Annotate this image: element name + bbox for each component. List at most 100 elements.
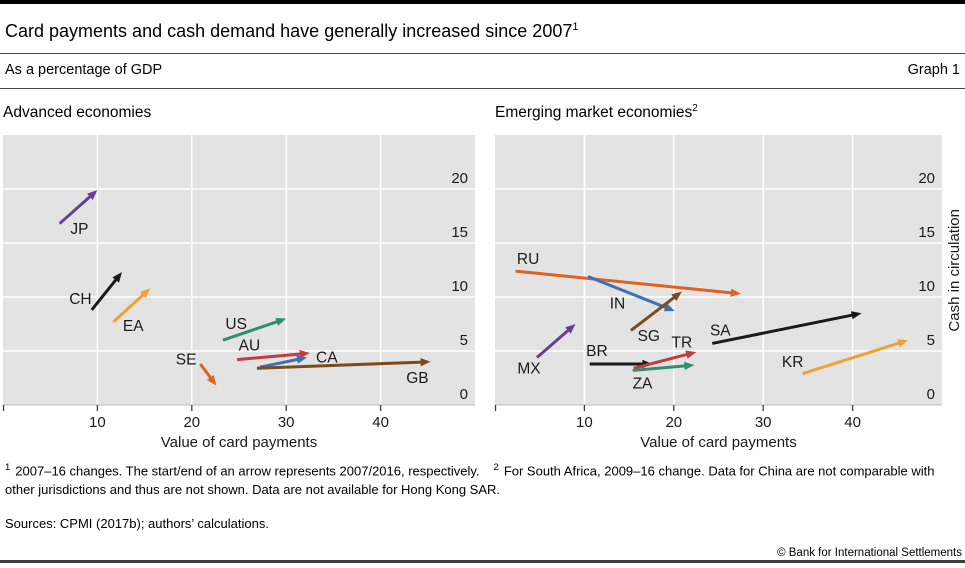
arrow-shaft-SE	[199, 363, 213, 381]
bottom-rule	[0, 560, 965, 563]
arrow-CA: CA	[259, 349, 338, 369]
x-axis-title: Value of card payments	[640, 434, 796, 451]
arrow-head-ZA	[684, 361, 695, 371]
arrow-ZA: ZA	[632, 361, 695, 392]
arrow-SG: SG	[629, 291, 682, 345]
panel-emerging-title-sup: 2	[692, 103, 698, 114]
x-tick-label-20: 20	[183, 414, 200, 431]
arrow-shaft-US	[222, 319, 280, 342]
top-rule	[0, 0, 965, 4]
country-label-AU: AU	[239, 338, 261, 355]
arrow-CH: CH	[69, 272, 122, 311]
subtitle-row: As a percentage of GDP Graph 1	[0, 54, 965, 88]
panel-advanced-economies: Advanced economies 10 20 30 40 0 5 10 15 20 Value…	[2, 103, 475, 453]
page-title-footnote-marker: 1	[572, 21, 579, 33]
arrow-GB: GB	[256, 357, 431, 387]
subtitle: As a percentage of GDP	[5, 62, 163, 78]
divider-subtitle	[0, 88, 965, 89]
arrow-shaft-TR	[633, 352, 689, 370]
footnote-2-marker: 2	[493, 462, 499, 473]
arrow-head-SA	[850, 311, 862, 320]
x-tick-label-10: 10	[576, 414, 593, 431]
arrow-AU: AU	[236, 338, 310, 362]
arrow-shaft-JP	[58, 194, 93, 225]
footnote-1-text: 2007–16 changes. The start/end of an arr…	[15, 463, 480, 479]
country-label-CA: CA	[316, 349, 338, 366]
country-label-US: US	[225, 316, 247, 333]
arrow-IN: IN	[587, 275, 675, 312]
arrow-head-EA	[140, 288, 151, 299]
arrow-shaft-CH	[90, 277, 119, 311]
x-tick-label-20: 20	[665, 414, 682, 431]
country-label-RU: RU	[517, 251, 539, 268]
emerging-economies-chart: 10 20 30 40 0 5 10 15 20 Value of card payments RU…	[494, 135, 942, 451]
country-label-SA: SA	[710, 322, 731, 339]
y-tick-label-0: 0	[927, 386, 935, 403]
arrow-head-AU	[299, 349, 310, 359]
arrow-head-CH	[112, 272, 122, 283]
country-label-SG: SG	[638, 328, 660, 345]
x-tick-label-30: 30	[278, 414, 295, 431]
country-label-CH: CH	[69, 291, 91, 308]
arrow-shaft-KR	[802, 341, 901, 376]
country-label-MX: MX	[517, 360, 541, 377]
arrow-shaft-EA	[112, 292, 146, 323]
country-label-TR: TR	[672, 334, 693, 351]
x-tick-label-40: 40	[372, 414, 389, 431]
arrow-head-TR	[685, 350, 697, 359]
arrow-head-IN	[663, 303, 675, 312]
arrow-shaft-AU	[236, 352, 302, 362]
y-tick-label-20: 20	[451, 170, 468, 187]
x-tick-label-10: 10	[89, 414, 106, 431]
arrow-TR: TR	[633, 334, 697, 370]
copyright-line: © Bank for International Settlements	[777, 547, 962, 560]
footnote-2-text: For South Africa, 2009–16 change. Data f…	[5, 463, 935, 497]
panel-advanced-title: Advanced economies	[3, 103, 475, 127]
country-label-IN: IN	[610, 295, 626, 312]
arrow-shaft-ZA	[632, 364, 687, 372]
arrow-head-RU	[730, 288, 741, 297]
arrow-head-GB	[420, 357, 431, 367]
y-tick-label-20: 20	[918, 170, 935, 187]
arrow-head-CA	[296, 355, 307, 364]
arrow-head-JP	[87, 190, 98, 200]
page-title-text: Card payments and cash demand have gener…	[5, 21, 573, 41]
arrow-head-MX	[565, 324, 576, 334]
arrow-RU: RU	[515, 251, 741, 297]
page-title: Card payments and cash demand have gener…	[5, 17, 960, 42]
x-tick-label-40: 40	[844, 414, 861, 431]
arrow-shaft-IN	[587, 275, 668, 310]
arrow-shaft-CA	[259, 357, 300, 369]
panel-emerging-title-text: Emerging market economies	[495, 104, 693, 122]
arrow-shaft-SA	[711, 313, 854, 345]
arrow-head-US	[275, 317, 287, 326]
divider-top	[0, 53, 965, 54]
arrow-shaft-MX	[536, 328, 571, 359]
arrow-US: US	[222, 316, 287, 342]
plot-background	[3, 135, 475, 405]
y-axis-title-wrap: Cash in circulation	[946, 135, 963, 405]
country-label-SE: SE	[176, 352, 197, 369]
y-tick-label-5: 5	[460, 332, 468, 349]
y-tick-label-15: 15	[451, 224, 468, 241]
y-axis-title: Cash in circulation	[946, 208, 963, 332]
y-tick-label-10: 10	[918, 278, 935, 295]
y-tick-label-15: 15	[918, 224, 935, 241]
graph-number-label: Graph 1	[907, 62, 960, 78]
panel-advanced-title-text: Advanced economies	[3, 104, 152, 122]
arrow-SA: SA	[710, 311, 862, 345]
arrow-shaft-SG	[629, 295, 677, 332]
arrow-BR: BR	[586, 343, 653, 369]
plot-background	[495, 135, 942, 405]
panel-emerging-title: Emerging market economies2	[495, 103, 942, 127]
sources-line: Sources: CPMI (2017b); authors’ calculat…	[5, 516, 269, 532]
country-label-GB: GB	[406, 370, 428, 387]
y-tick-label-10: 10	[451, 278, 468, 295]
country-label-BR: BR	[586, 343, 608, 360]
footnotes: 1 2007–16 changes. The start/end of an ar…	[5, 459, 960, 499]
x-axis-title: Value of card payments	[161, 434, 317, 451]
arrow-KR: KR	[782, 339, 909, 376]
arrow-EA: EA	[112, 288, 151, 335]
arrow-shaft-GB	[256, 360, 423, 370]
